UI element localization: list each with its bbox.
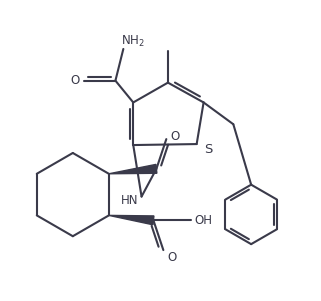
Text: OH: OH xyxy=(194,214,212,227)
Text: O: O xyxy=(70,74,79,87)
Text: O: O xyxy=(170,130,180,143)
Text: O: O xyxy=(168,250,177,263)
Text: NH$_2$: NH$_2$ xyxy=(121,33,145,48)
Text: HN: HN xyxy=(121,194,138,207)
Text: S: S xyxy=(204,142,213,156)
Polygon shape xyxy=(109,216,154,225)
Polygon shape xyxy=(109,164,157,174)
